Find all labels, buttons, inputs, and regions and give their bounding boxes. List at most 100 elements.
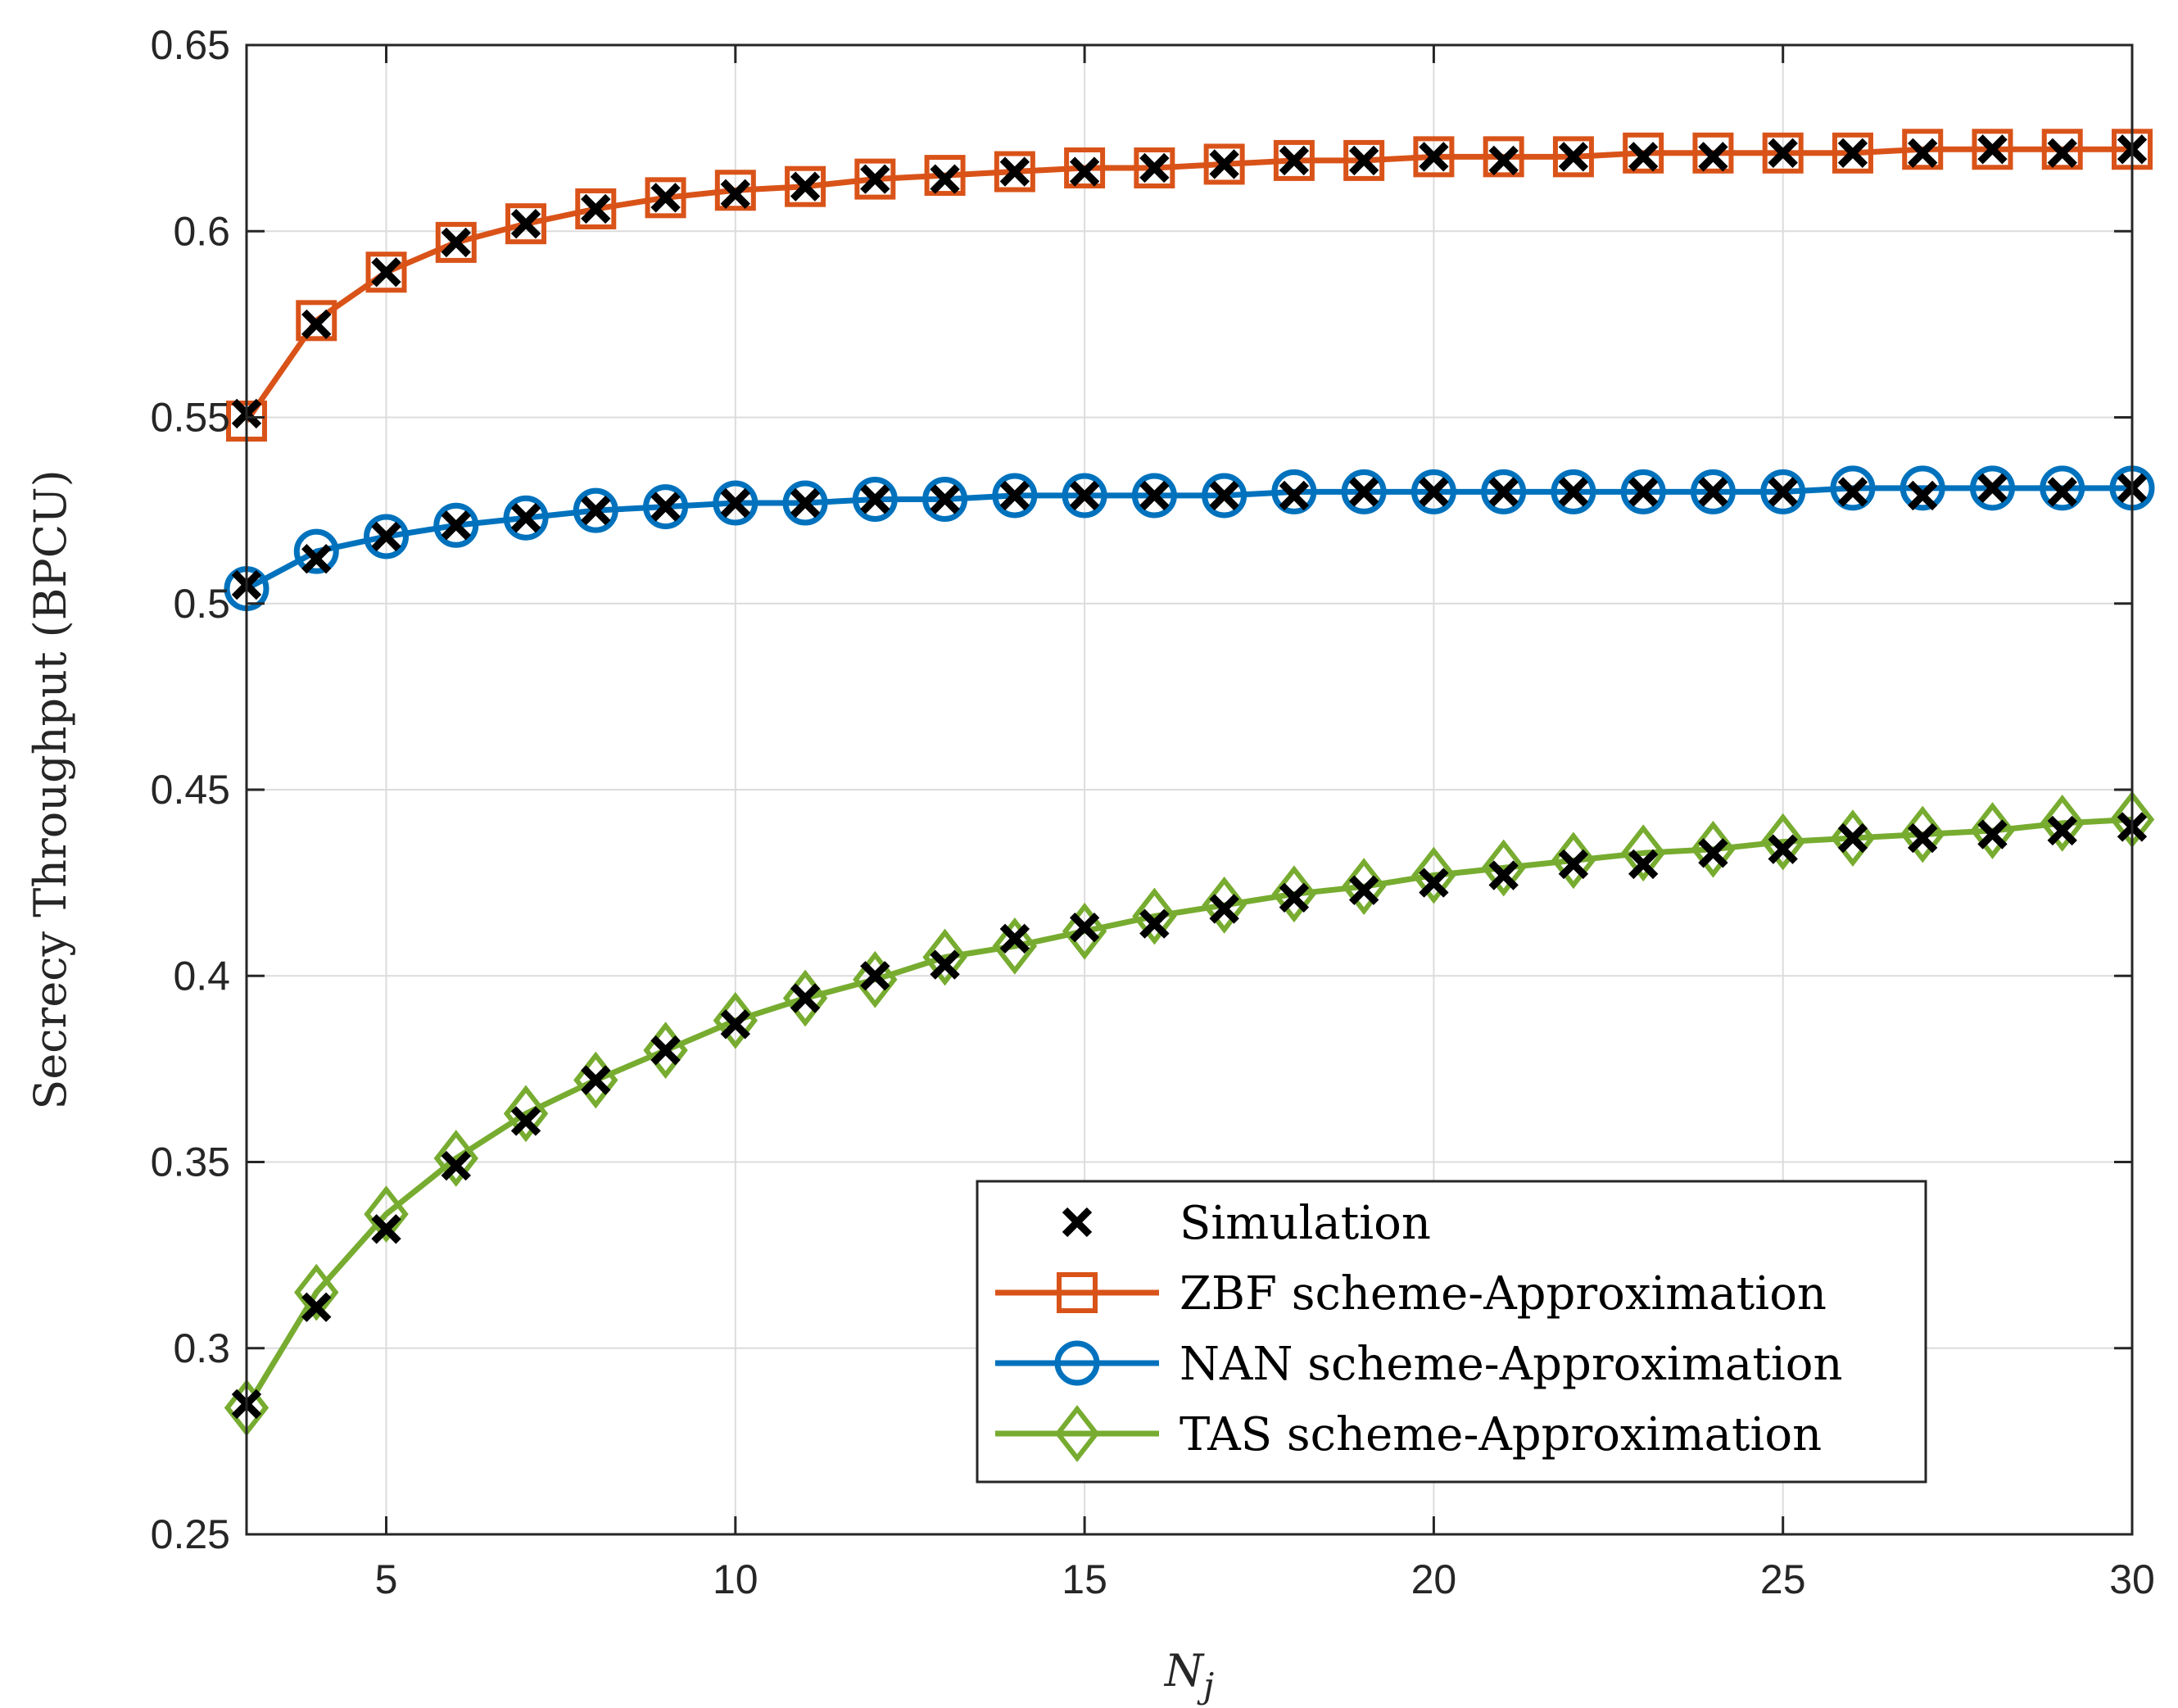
simulation-point: [1419, 477, 1449, 507]
simulation-point: [1348, 145, 1379, 176]
tas-point: [1900, 805, 1945, 863]
zbf-point: [435, 221, 477, 263]
tas-point: [1271, 865, 1317, 923]
simulation-point: [1419, 868, 1449, 898]
tas-point: [1132, 887, 1177, 945]
simulation-point: [1837, 477, 1868, 507]
zbf-point: [1273, 139, 1315, 181]
legend: Simulation ZBF scheme-Approximation NAN sc…: [976, 1180, 1927, 1484]
simulation-point: [860, 484, 890, 514]
zbf-point: [1832, 132, 1873, 174]
nan-point: [713, 480, 758, 526]
x-tick-label: 20: [1411, 1556, 1457, 1602]
tas-point: [922, 928, 967, 986]
legend-label-simulation: Simulation: [1180, 1197, 1431, 1250]
zbf-point: [296, 300, 337, 342]
simulation-point: [1279, 480, 1310, 511]
nan-point: [1062, 473, 1107, 519]
simulation-point: [999, 923, 1030, 954]
nan-point: [573, 487, 618, 533]
zbf-point: [505, 203, 547, 245]
simulation-point: [441, 227, 471, 258]
tas-point: [503, 1085, 549, 1143]
simulation-point: [1558, 142, 1589, 172]
nan-point: [922, 476, 968, 522]
y-tick-label: 0.55: [151, 395, 230, 441]
legend-marker-simulation: [1062, 1207, 1093, 1238]
simulation-point: [1488, 477, 1519, 507]
nan-point: [1551, 469, 1596, 514]
tas-point: [1481, 839, 1526, 897]
tas-point: [1411, 846, 1456, 904]
series-lines: [244, 146, 2133, 1410]
nan-point: [1760, 469, 1806, 514]
simulation-point: [1069, 480, 1100, 511]
tas-point: [1062, 902, 1107, 960]
simulation-point: [1628, 477, 1659, 507]
simulation-point: [1209, 894, 1239, 924]
simulation-point: [1768, 834, 1798, 864]
simulation-point: [1069, 912, 1100, 943]
nan-point: [503, 495, 549, 541]
nan-point: [1131, 473, 1177, 519]
simulation-point: [371, 257, 401, 288]
tas-point: [1970, 802, 2015, 859]
legend-label-zbf: ZBF scheme-Approximation: [1180, 1267, 1827, 1321]
zbf-point: [575, 188, 617, 229]
simulation-point: [860, 164, 890, 194]
simulation-point: [1977, 134, 2008, 165]
simulation-point: [1768, 477, 1798, 507]
tas-point: [713, 991, 758, 1049]
zbf-point: [1902, 129, 1944, 170]
zbf-point: [1692, 132, 1734, 174]
tas-point: [1760, 813, 1805, 871]
nan-point: [1690, 469, 1736, 514]
legend-marker-nan: [1054, 1340, 1100, 1386]
simulation-point: [930, 949, 960, 980]
y-tick-label: 0.35: [151, 1139, 230, 1185]
axis-tick-labels: 5 10 15 20 25 30 0.25 0.3 0.35 0.4 0.45 0.5 0.55 0.6 0…: [151, 22, 2155, 1602]
simulation-point: [371, 521, 401, 552]
simulation-point: [441, 510, 471, 541]
nan-point: [2040, 465, 2085, 511]
nan-point: [1410, 469, 1456, 514]
simulation-point: [581, 193, 611, 224]
nan-point: [1271, 469, 1317, 514]
y-tick-label: 0.45: [151, 767, 230, 813]
tas-series-line: [244, 816, 2133, 1410]
simulation-point: [581, 495, 611, 526]
zbf-series-line: [244, 146, 2132, 423]
zbf-point: [924, 155, 966, 197]
zbf-point: [1413, 136, 1455, 178]
simulation-point: [1698, 142, 1728, 172]
nan-point: [1341, 469, 1387, 514]
simulation-point: [790, 171, 821, 202]
zbf-point: [1762, 132, 1804, 174]
simulation-point: [1977, 819, 2008, 849]
simulation-point: [510, 503, 541, 533]
tas-point: [1202, 877, 1247, 934]
legend-marker-tas: [1054, 1405, 1100, 1462]
simulation-point: [1348, 477, 1379, 507]
nan-series-line: [245, 485, 2132, 591]
x-tick-label: 15: [1062, 1556, 1107, 1602]
simulation-point: [371, 1214, 401, 1244]
simulation-point: [1908, 138, 1938, 168]
tas-point: [1620, 824, 1666, 882]
nan-point: [1900, 465, 1945, 511]
nan-point: [1830, 465, 1876, 511]
zbf-point: [1623, 132, 1664, 174]
simulation-point: [2047, 477, 2077, 507]
simulation-point: [1558, 849, 1589, 880]
simulation-point: [1628, 849, 1659, 880]
tas-point: [853, 950, 898, 1008]
simulation-point: [1698, 838, 1728, 868]
simulation-point: [1628, 142, 1659, 172]
legend-label-nan: NAN scheme-Approximation: [1180, 1338, 1843, 1391]
tas-point: [294, 1263, 339, 1321]
tas-point: [364, 1185, 409, 1244]
nan-point: [852, 476, 898, 522]
simulation-point: [999, 156, 1030, 187]
y-tick-label: 0.4: [173, 953, 230, 999]
simulation-point: [790, 487, 821, 519]
